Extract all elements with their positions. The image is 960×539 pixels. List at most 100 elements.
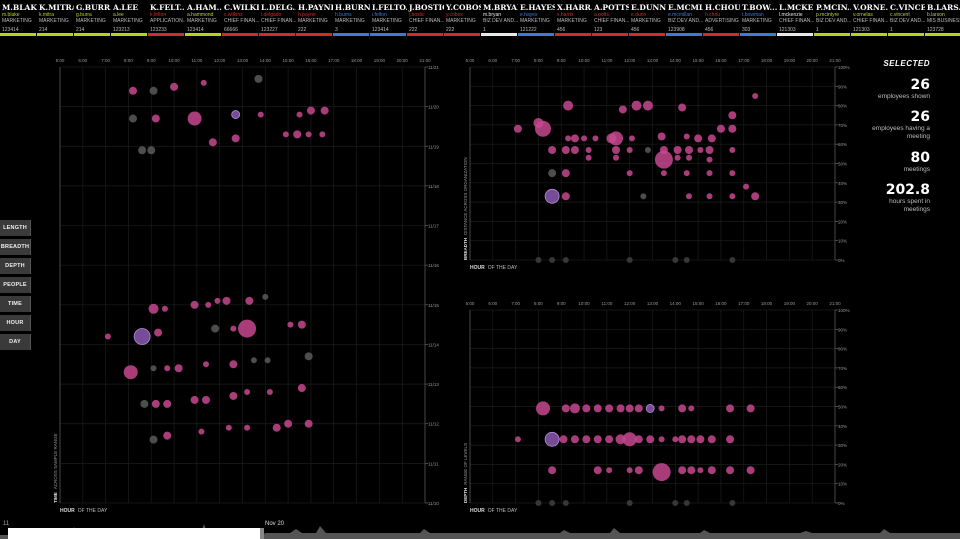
meeting-point[interactable] <box>282 131 289 138</box>
meeting-point[interactable] <box>605 404 614 413</box>
meeting-point[interactable] <box>140 399 149 408</box>
meeting-point[interactable] <box>561 169 570 178</box>
meeting-point[interactable] <box>746 466 755 475</box>
meeting-point[interactable] <box>751 192 760 201</box>
meeting-point[interactable] <box>678 435 687 444</box>
meeting-point[interactable] <box>645 404 655 413</box>
meeting-point[interactable] <box>707 435 716 444</box>
meeting-point[interactable] <box>729 193 736 200</box>
meeting-point[interactable] <box>657 132 666 141</box>
meeting-point[interactable] <box>272 423 281 432</box>
meeting-point[interactable] <box>319 131 326 138</box>
meeting-point[interactable] <box>149 435 158 444</box>
meeting-point[interactable] <box>582 435 591 444</box>
meeting-point[interactable] <box>615 434 626 445</box>
meeting-point[interactable] <box>198 428 205 435</box>
meeting-point[interactable] <box>569 403 580 414</box>
meeting-point[interactable] <box>304 419 313 428</box>
meeting-point[interactable] <box>683 500 690 506</box>
meeting-point[interactable] <box>694 134 703 143</box>
meeting-point[interactable] <box>696 435 705 444</box>
meeting-point[interactable] <box>706 193 713 200</box>
employee-column[interactable]: E.DUNN e.dunn MARKETING 456 <box>629 0 666 36</box>
meeting-point[interactable] <box>625 404 634 413</box>
meeting-point[interactable] <box>570 145 579 154</box>
meeting-point[interactable] <box>230 325 237 332</box>
meeting-point[interactable] <box>565 135 572 142</box>
meeting-point[interactable] <box>683 257 690 263</box>
meeting-point[interactable] <box>257 111 264 118</box>
meeting-point[interactable] <box>561 192 570 201</box>
meeting-point[interactable] <box>208 138 217 147</box>
meeting-point[interactable] <box>706 170 713 177</box>
meeting-point[interactable] <box>678 103 687 112</box>
meeting-point[interactable] <box>618 105 627 114</box>
meeting-point[interactable] <box>304 352 313 361</box>
meeting-point[interactable] <box>570 134 579 143</box>
meeting-point[interactable] <box>535 257 542 263</box>
meeting-point[interactable] <box>562 500 569 506</box>
meeting-point[interactable] <box>151 114 160 123</box>
meeting-point[interactable] <box>264 357 271 364</box>
meeting-point[interactable] <box>231 110 241 119</box>
meeting-point[interactable] <box>658 436 665 443</box>
meeting-point[interactable] <box>154 328 163 337</box>
meeting-point[interactable] <box>254 74 263 83</box>
meeting-point[interactable] <box>605 435 614 444</box>
meeting-point[interactable] <box>513 124 522 133</box>
meeting-point[interactable] <box>686 154 692 161</box>
meeting-point[interactable] <box>149 86 158 95</box>
meeting-point[interactable] <box>634 466 643 475</box>
meeting-point[interactable] <box>148 303 159 314</box>
meeting-point[interactable] <box>644 146 651 153</box>
meeting-point[interactable] <box>716 124 725 133</box>
meeting-point[interactable] <box>244 389 251 396</box>
meeting-point[interactable] <box>544 188 560 204</box>
meeting-point[interactable] <box>592 135 599 142</box>
meeting-point[interactable] <box>626 170 633 177</box>
meeting-point[interactable] <box>559 435 568 444</box>
meeting-point[interactable] <box>174 364 183 373</box>
meeting-point[interactable] <box>150 365 157 372</box>
meeting-point[interactable] <box>544 431 560 447</box>
meeting-point[interactable] <box>634 404 643 413</box>
meeting-point[interactable] <box>606 467 613 474</box>
meeting-point[interactable] <box>674 154 681 161</box>
employee-column[interactable]: H.PAYNE h.payne MARKETING 222 <box>296 0 333 36</box>
meeting-point[interactable] <box>672 257 679 263</box>
meeting-point[interactable] <box>203 361 209 368</box>
meeting-point[interactable] <box>296 111 303 118</box>
meeting-point[interactable] <box>244 424 251 431</box>
meeting-point[interactable] <box>297 320 306 329</box>
meeting-point[interactable] <box>687 435 696 444</box>
meeting-point[interactable] <box>561 145 570 154</box>
meeting-point[interactable] <box>200 79 207 86</box>
meeting-point[interactable] <box>613 154 619 161</box>
meeting-point[interactable] <box>646 435 655 444</box>
meeting-point[interactable] <box>673 145 682 154</box>
meeting-point[interactable] <box>170 82 179 91</box>
meeting-point[interactable] <box>548 466 557 475</box>
meeting-point[interactable] <box>697 146 704 153</box>
meeting-point[interactable] <box>746 404 755 413</box>
meeting-point[interactable] <box>535 120 551 137</box>
meeting-point[interactable] <box>593 466 602 475</box>
sidebar-button-depth[interactable]: DEPTH <box>0 258 31 274</box>
sidebar-button-time[interactable]: TIME <box>0 296 31 312</box>
meeting-point[interactable] <box>133 328 151 345</box>
meeting-point[interactable] <box>626 146 633 153</box>
meeting-point[interactable] <box>287 321 294 328</box>
meeting-point[interactable] <box>726 435 735 444</box>
meeting-point[interactable] <box>672 500 679 506</box>
meeting-point[interactable] <box>585 146 592 153</box>
meeting-point[interactable] <box>654 150 673 169</box>
